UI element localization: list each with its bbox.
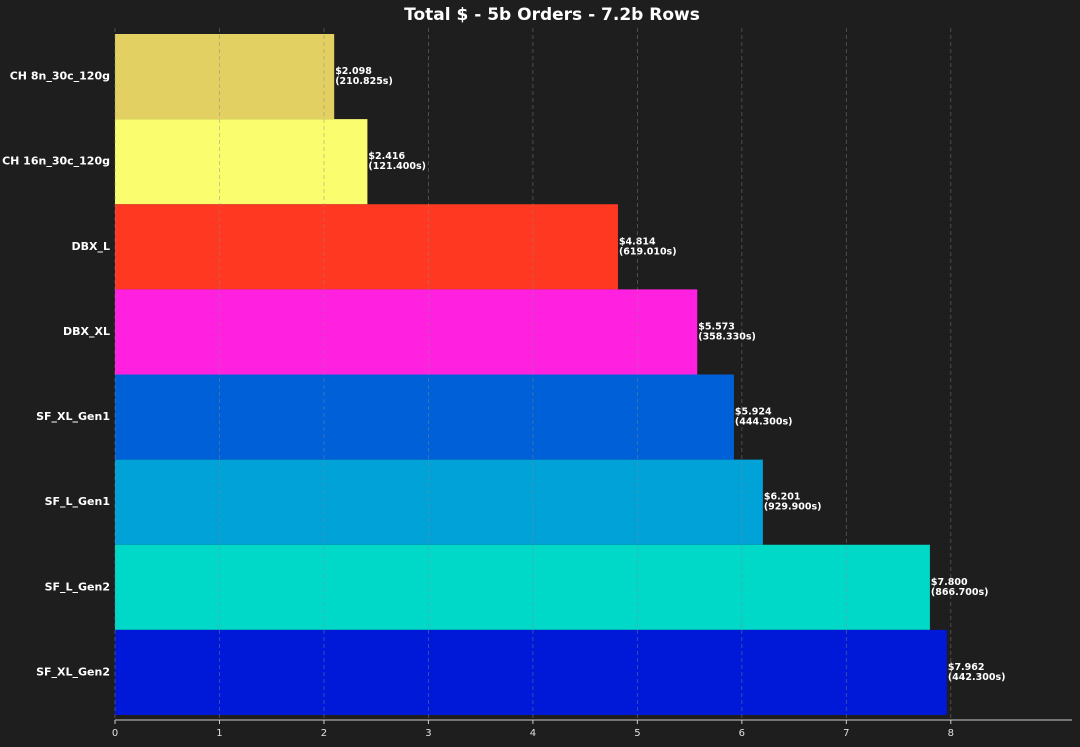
time-label: (929.900s) [764,502,822,513]
time-label: (619.010s) [619,246,677,257]
time-label: (442.300s) [948,672,1006,683]
category-label: DBX_L [71,240,110,253]
x-tick-label: 4 [530,728,536,739]
bar [115,204,618,290]
x-tick-label: 7 [843,728,849,739]
x-tick-label: 6 [739,728,745,739]
category-label: SF_XL_Gen1 [36,410,110,423]
bar [115,119,368,205]
x-tick-label: 8 [948,728,954,739]
bar [115,629,947,715]
bar [115,34,335,120]
x-tick-label: 0 [112,728,118,739]
value-label: $5.924 [735,407,772,418]
x-tick-label: 2 [321,728,327,739]
bar [115,459,763,545]
value-label: $7.800 [931,577,968,588]
category-label: SF_L_Gen2 [45,580,110,593]
time-label: (121.400s) [368,161,426,172]
value-label: $2.416 [368,151,405,162]
x-tick-label: 3 [425,728,431,739]
category-label: DBX_XL [63,325,110,338]
value-label: $6.201 [764,492,801,503]
time-label: (866.700s) [931,587,989,598]
bar [115,289,698,375]
value-label: $7.962 [948,662,985,673]
category-label: CH 8n_30c_120g [10,70,110,83]
x-tick-label: 1 [216,728,222,739]
chart-title: Total $ - 5b Orders - 7.2b Rows [404,5,700,25]
time-label: (358.330s) [698,331,756,342]
bar [115,374,734,460]
value-label: $5.573 [698,321,735,332]
category-label: CH 16n_30c_120g [2,155,110,168]
time-label: (210.825s) [335,76,393,87]
category-label: SF_XL_Gen2 [36,665,110,678]
time-label: (444.300s) [735,417,793,428]
category-label: SF_L_Gen1 [45,495,110,508]
value-label: $2.098 [335,66,372,77]
bar [115,544,930,630]
x-tick-label: 5 [634,728,640,739]
